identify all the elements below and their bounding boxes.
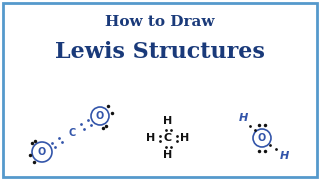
Text: H: H [146,133,156,143]
Text: Lewis Structures: Lewis Structures [55,41,265,63]
Text: H: H [164,150,172,160]
Text: C: C [68,128,76,138]
Text: H: H [180,133,190,143]
Text: O: O [258,133,266,143]
Text: H: H [238,113,248,123]
Text: C: C [164,133,172,143]
Text: O: O [96,111,104,121]
Text: H: H [279,151,289,161]
Text: H: H [164,116,172,126]
Text: O: O [38,147,46,157]
Text: How to Draw: How to Draw [105,15,215,29]
